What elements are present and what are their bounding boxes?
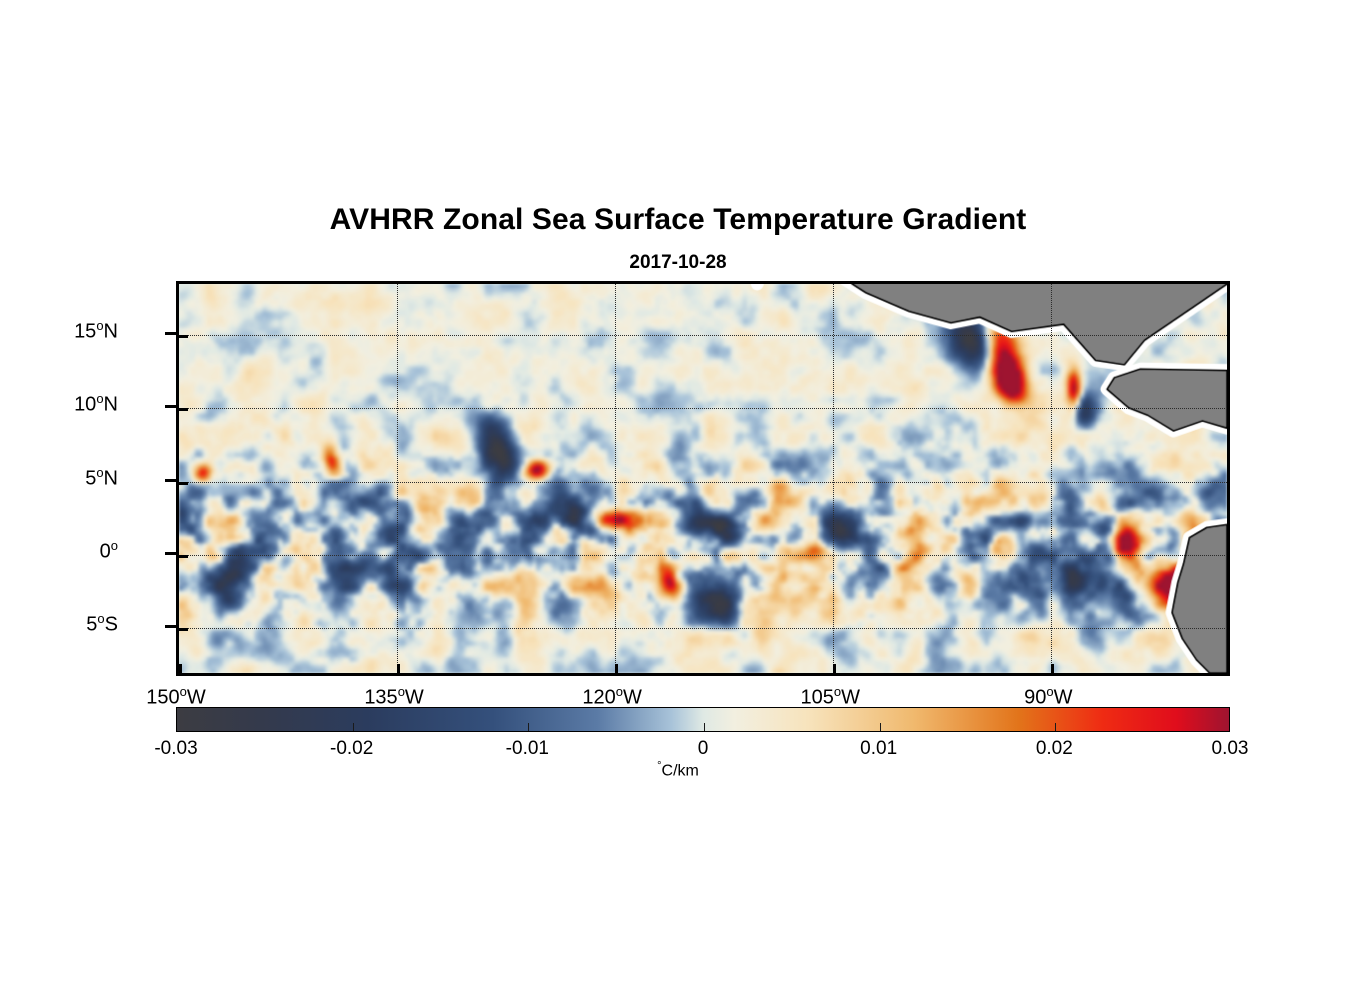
y-tick (179, 408, 188, 412)
x-tick (179, 664, 182, 673)
y-axis-tick-label: 0o (99, 537, 118, 563)
gridline-horizontal (179, 335, 1227, 337)
gridline-horizontal (179, 481, 1227, 483)
y-tick-outer (165, 478, 176, 482)
x-axis-tick-label: 120oW (582, 684, 642, 709)
y-tick (179, 481, 188, 485)
gridline-vertical (397, 284, 399, 673)
y-axis-tick-label: 5oN (85, 464, 118, 490)
y-tick-outer (165, 332, 176, 336)
unit-text: C/km (661, 762, 699, 780)
y-axis-tick-label: 15oN (74, 318, 118, 343)
x-tick (615, 664, 619, 673)
colorbar-unit-label: °C/km (0, 760, 1356, 780)
y-tick-outer (165, 405, 176, 409)
sst-field (179, 284, 1227, 673)
colorbar-tick-label: 0.01 (860, 738, 898, 759)
y-tick-outer (165, 624, 176, 628)
x-tick (1051, 664, 1055, 673)
gridline-vertical (1051, 284, 1053, 673)
colorbar-tick-label: 0.02 (1035, 738, 1073, 759)
x-axis-tick-label: 90oW (1024, 684, 1073, 709)
sst-gradient-heatmap (179, 284, 1227, 673)
gridline-vertical (833, 284, 835, 673)
x-axis-tick-label: 135oW (364, 684, 424, 709)
colorbar-tick (528, 723, 530, 731)
y-tick (179, 335, 188, 339)
gridline-horizontal (179, 627, 1227, 629)
x-tick (397, 664, 401, 673)
colorbar-tick (704, 723, 705, 731)
gridline-horizontal (179, 408, 1227, 410)
chart-subtitle: 2017-10-28 (629, 252, 727, 273)
colorbar (176, 707, 1230, 732)
colorbar-tick (352, 723, 354, 731)
x-tick (833, 664, 837, 673)
gridline-vertical (615, 284, 617, 673)
y-axis-tick-label: 10oN (74, 391, 118, 416)
colorbar-tick-label: 0.03 (1211, 738, 1249, 759)
y-tick-outer (165, 551, 176, 555)
gridline-horizontal (179, 554, 1227, 556)
colorbar-tick-label: -0.02 (330, 738, 374, 759)
colorbar-gradient (177, 708, 1229, 731)
x-axis-tick-label: 150oW (146, 684, 206, 709)
chart-title: AVHRR Zonal Sea Surface Temperature Grad… (329, 203, 1027, 236)
y-axis-tick-label: 5oS (86, 610, 118, 636)
map-axes (176, 281, 1230, 676)
colorbar-tick (1055, 723, 1057, 731)
y-tick (179, 554, 188, 558)
y-tick (179, 627, 188, 631)
colorbar-tick-label: 0 (697, 738, 709, 759)
colorbar-tick (879, 723, 881, 731)
degree-symbol: ° (657, 760, 662, 772)
colorbar-tick-label: -0.01 (505, 738, 549, 759)
colorbar-tick-label: -0.03 (154, 738, 198, 759)
x-axis-tick-label: 105oW (800, 684, 860, 709)
